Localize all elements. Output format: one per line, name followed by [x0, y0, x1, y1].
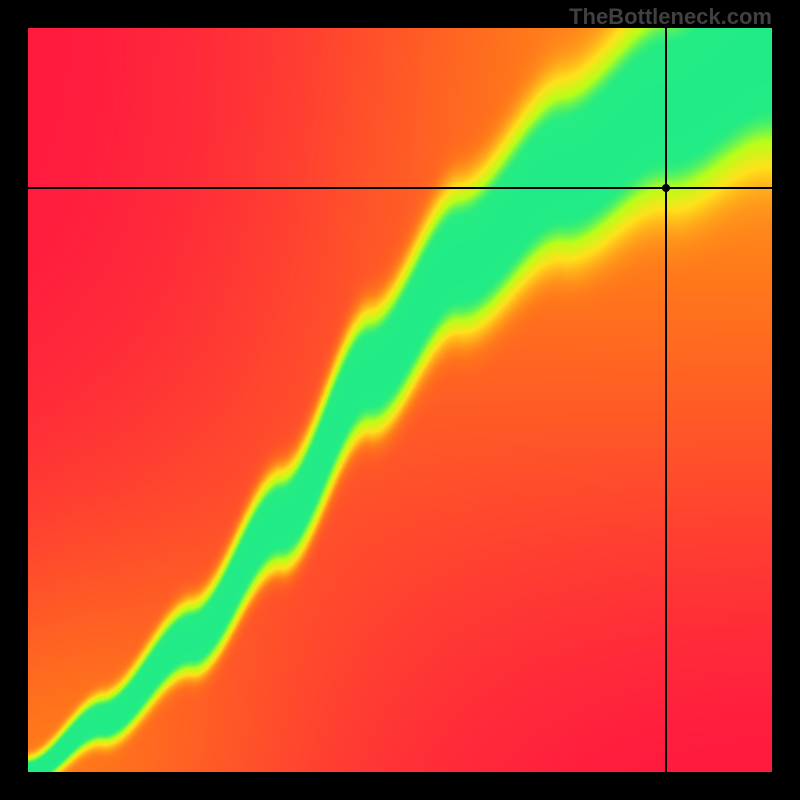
crosshair-horizontal — [28, 187, 772, 189]
heatmap-canvas — [28, 28, 772, 772]
watermark-text: TheBottleneck.com — [569, 4, 772, 30]
crosshair-marker — [662, 184, 670, 192]
heatmap-plot — [28, 28, 772, 772]
crosshair-vertical — [665, 28, 667, 772]
